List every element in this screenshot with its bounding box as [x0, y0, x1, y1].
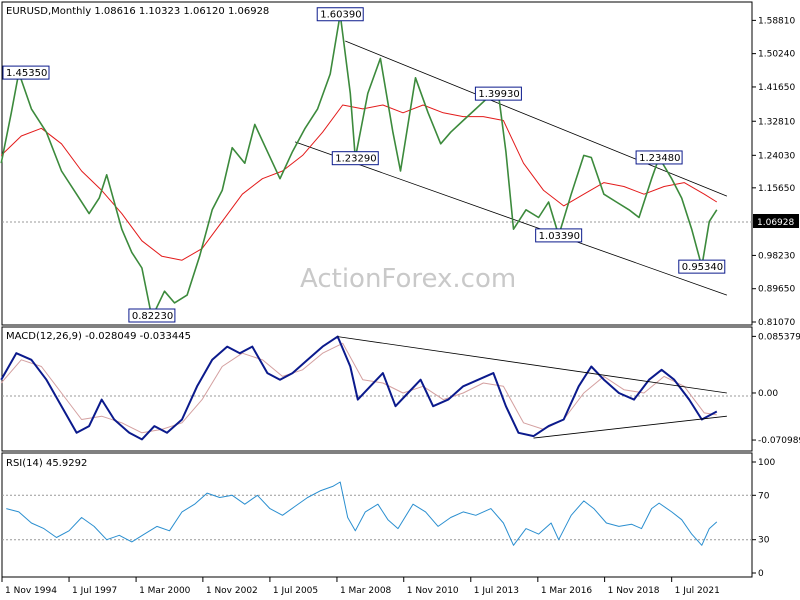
macd-panel: MACD(12,26,9) -0.028049 -0.033445 0.0853…: [0, 326, 800, 452]
macd-line: [0, 335, 718, 441]
price-level-label: 1.03390: [539, 231, 580, 242]
rsi-axis-label: 70: [758, 491, 770, 501]
rsi-axis-label: 0: [758, 569, 764, 579]
macd-header: MACD(12,26,9) -0.028049 -0.033445: [6, 331, 191, 342]
rsi-axis-label: 100: [758, 458, 775, 468]
price-panel: ActionForex.com 1.45350 0.82230 1.60390 1.2…: [0, 1, 799, 328]
price-level-label: 1.45350: [6, 68, 47, 79]
price-level-box: [316, 7, 364, 22]
x-axis-label: 1 Nov 2002: [206, 586, 258, 596]
macd-trendline: [533, 415, 727, 439]
x-axis-label: 1 Mar 2016: [541, 586, 593, 596]
current-price-box: [753, 214, 799, 228]
x-axis-label: 1 Jul 2013: [474, 586, 519, 596]
price-level-box: [635, 150, 683, 165]
macd-y-axis: 0.085379 0.00 -0.070989: [752, 332, 800, 446]
price-axis-label: 1.50240: [758, 50, 795, 60]
price-header: EURUSD,Monthly 1.08616 1.10323 1.06120 1…: [6, 6, 269, 17]
price-level-box: [2, 65, 50, 80]
price-axis-label: 0.98230: [758, 251, 795, 261]
rsi-panel: RSI(14) 45.9292 100 70 30 0: [1, 452, 775, 579]
price-level-label: 0.95340: [682, 262, 723, 273]
x-axis-label: 1 Nov 2018: [608, 586, 660, 596]
price-axis-label: 0.81070: [758, 318, 795, 328]
price-labels: 1.45350 0.82230 1.60390 1.23290 1.39930 1.033…: [2, 7, 726, 323]
x-axis-label: 1 Jul 2021: [675, 586, 720, 596]
price-level-box: [128, 308, 176, 323]
watermark-text: ActionForex.com: [300, 264, 516, 294]
macd-trendline: [337, 336, 727, 394]
x-axis-label: 1 Nov 2010: [407, 586, 459, 596]
price-level-box: [678, 259, 726, 274]
x-axis-label: 1 Nov 1994: [5, 586, 57, 596]
moving-average-line: [0, 104, 718, 261]
price-trendline: [294, 141, 728, 296]
x-axis-label: 1 Mar 2008: [340, 586, 392, 596]
price-level-label: 1.23480: [639, 153, 680, 164]
price-trendlines: [294, 40, 728, 296]
price-axis-label: 1.32810: [758, 117, 795, 127]
rsi-line: [6, 481, 718, 546]
rsi-series: [6, 481, 718, 546]
rsi-panel-frame: [1, 452, 753, 578]
price-trendline: [345, 40, 728, 197]
price-level-box: [474, 86, 522, 101]
price-level-label: 1.60390: [320, 10, 361, 21]
price-level-label: 0.82230: [132, 311, 173, 322]
price-level-label: 1.39930: [478, 89, 519, 100]
macd-trendlines: [337, 336, 727, 439]
x-axis-label: 1 Jul 2005: [273, 586, 318, 596]
x-axis-label: 1 Jul 1997: [72, 586, 117, 596]
price-axis-label: 1.24030: [758, 151, 795, 161]
rsi-axis-label: 30: [758, 536, 770, 546]
macd-axis-label: 0.00: [758, 389, 778, 399]
macd-axis-label: 0.085379: [758, 332, 800, 342]
macd-signal-line: [0, 342, 717, 434]
current-price-value: 1.06928: [757, 218, 794, 228]
price-axis-label: 1.58810: [758, 16, 795, 26]
price-axis-label: 1.41650: [758, 83, 795, 93]
price-series: [0, 13, 718, 319]
price-axis-label: 0.89650: [758, 285, 795, 295]
x-axis-label: 1 Mar 2000: [139, 586, 191, 596]
price-level-label: 1.23290: [335, 154, 376, 165]
rsi-y-axis: 100 70 30 0: [752, 458, 775, 579]
macd-series: [0, 335, 718, 441]
macd-axis-label: -0.070989: [758, 436, 800, 446]
price-axis-label: 1.15650: [758, 184, 795, 194]
price-level-box: [331, 151, 379, 166]
rsi-header: RSI(14) 45.9292: [6, 458, 87, 469]
price-level-box: [535, 228, 583, 243]
x-axis: 1 Nov 1994 1 Jul 1997 1 Mar 2000 1 Nov 2002…: [1, 577, 720, 596]
price-line: [0, 13, 718, 319]
price-panel-frame: [1, 1, 753, 326]
price-y-axis: 1.58810 1.50240 1.41650 1.32810 1.24030 1.156…: [752, 16, 795, 328]
macd-panel-frame: [1, 326, 753, 452]
